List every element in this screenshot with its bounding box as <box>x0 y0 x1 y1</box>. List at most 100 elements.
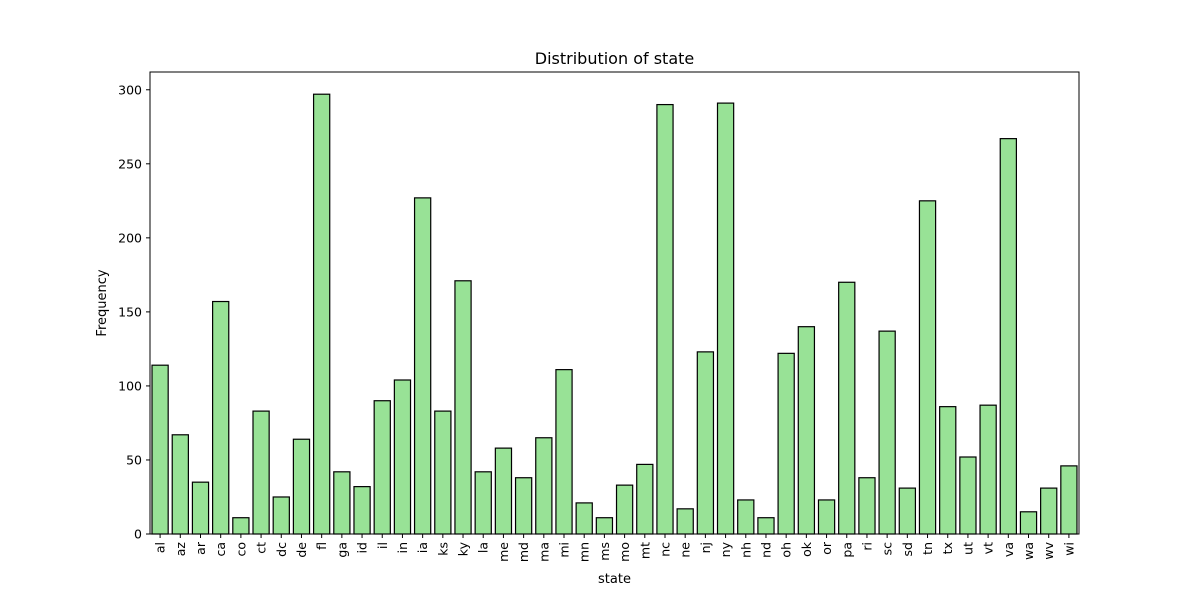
x-tick-label: de <box>294 542 309 558</box>
x-tick-label: mi <box>557 542 572 558</box>
bar-mi <box>555 369 573 535</box>
bar-il <box>373 400 391 535</box>
x-axis: al az ar ca co ct dc de fl ga id il in ia ks ky la me md ma… <box>153 534 1076 562</box>
x-tick-label: ut <box>960 542 975 555</box>
x-tick-label: ne <box>678 542 693 558</box>
bar-de <box>292 438 311 535</box>
bar-in <box>393 379 412 535</box>
x-tick-label: tx <box>940 542 955 554</box>
y-tick-label: 200 <box>118 230 142 245</box>
bar-ca <box>212 300 230 535</box>
bar-vt <box>979 404 997 535</box>
chart-title: Distribution of state <box>535 49 694 68</box>
bar-ri <box>858 477 876 535</box>
x-tick-label: wi <box>1061 542 1076 556</box>
bar-sc <box>878 330 896 535</box>
x-tick-label: mn <box>577 542 592 562</box>
bar-wi <box>1060 465 1078 535</box>
bar-ia <box>413 197 432 535</box>
x-tick-label: wv <box>1041 541 1056 559</box>
x-tick-label: mt <box>637 542 652 559</box>
bar-ok <box>797 326 816 535</box>
x-tick-label: nj <box>698 542 713 553</box>
bar-ma <box>535 437 553 535</box>
bar-ks <box>434 410 452 535</box>
x-tick-label: id <box>355 542 370 553</box>
x-tick-label: ok <box>799 541 814 557</box>
bar-nj <box>696 351 715 535</box>
x-tick-label: or <box>819 541 834 555</box>
x-tick-label: ct <box>254 542 269 554</box>
bars-group <box>151 93 1078 535</box>
bar-dc <box>272 496 290 535</box>
y-tick-label: 0 <box>134 527 142 542</box>
x-tick-label: il <box>375 542 390 549</box>
bar-oh <box>777 352 795 535</box>
y-tick-label: 250 <box>118 156 142 171</box>
x-tick-label: la <box>476 542 491 553</box>
bar-tn <box>918 200 937 535</box>
bar-wa <box>1019 511 1038 535</box>
x-tick-label: pa <box>839 542 854 558</box>
x-tick-label: ky <box>456 541 471 556</box>
x-tick-label: nd <box>758 542 773 558</box>
x-tick-label: ia <box>415 542 430 553</box>
bar-va <box>999 138 1017 535</box>
bar-ms <box>595 517 614 535</box>
bar-ut <box>959 456 977 535</box>
bar-ny <box>716 102 735 535</box>
y-tick-label: 100 <box>118 378 142 393</box>
x-tick-label: sd <box>900 542 915 556</box>
bar-or <box>817 499 836 535</box>
y-tick-label: 150 <box>118 304 142 319</box>
x-axis-label: state <box>598 572 631 587</box>
plot-frame <box>149 71 1080 535</box>
bar-ky <box>454 280 472 535</box>
x-tick-label: fl <box>314 542 329 550</box>
x-tick-label: ma <box>536 542 551 562</box>
x-tick-label: ms <box>597 542 612 561</box>
x-tick-label: oh <box>779 542 794 558</box>
x-tick-label: md <box>516 542 531 562</box>
bar-ct <box>252 410 270 535</box>
y-axis: 0 50 100 150 200 250 300 <box>118 82 150 542</box>
bar-nh <box>737 499 755 535</box>
bar-nd <box>757 517 775 535</box>
bar-me <box>494 447 513 535</box>
bar-id <box>353 486 371 535</box>
bar-mn <box>575 502 593 535</box>
x-tick-label: mo <box>617 542 632 562</box>
bar-nc <box>656 103 674 535</box>
x-tick-label: ks <box>435 542 450 556</box>
bar-ga <box>333 471 351 535</box>
x-tick-label: in <box>395 542 410 553</box>
x-tick-label: me <box>496 542 511 562</box>
bar-pa <box>838 281 856 535</box>
x-tick-label: ri <box>859 542 874 551</box>
x-tick-label: ca <box>213 542 228 557</box>
y-tick-label: 50 <box>126 452 142 467</box>
y-axis-label: Frequency <box>95 269 110 336</box>
x-tick-label: ny <box>718 541 733 557</box>
x-tick-label: co <box>233 542 248 557</box>
bar-la <box>474 471 492 535</box>
bar-mt <box>636 463 654 535</box>
x-tick-label: nh <box>738 542 753 558</box>
bar-fl <box>312 93 331 535</box>
bar-wv <box>1040 487 1058 535</box>
x-tick-label: sc <box>880 542 895 556</box>
x-tick-label: wa <box>1021 542 1036 560</box>
x-tick-label: ga <box>334 542 349 558</box>
x-tick-label: nc <box>657 542 672 557</box>
x-tick-label: vt <box>981 542 996 554</box>
x-tick-label: al <box>153 542 168 553</box>
bar-mo <box>615 484 634 535</box>
bar-az <box>171 434 189 535</box>
x-tick-label: dc <box>274 542 289 557</box>
bar-al <box>151 364 169 535</box>
x-tick-label: ar <box>193 541 208 555</box>
bar-tx <box>939 406 957 535</box>
bar-co <box>232 517 250 535</box>
y-tick-label: 300 <box>118 82 142 97</box>
